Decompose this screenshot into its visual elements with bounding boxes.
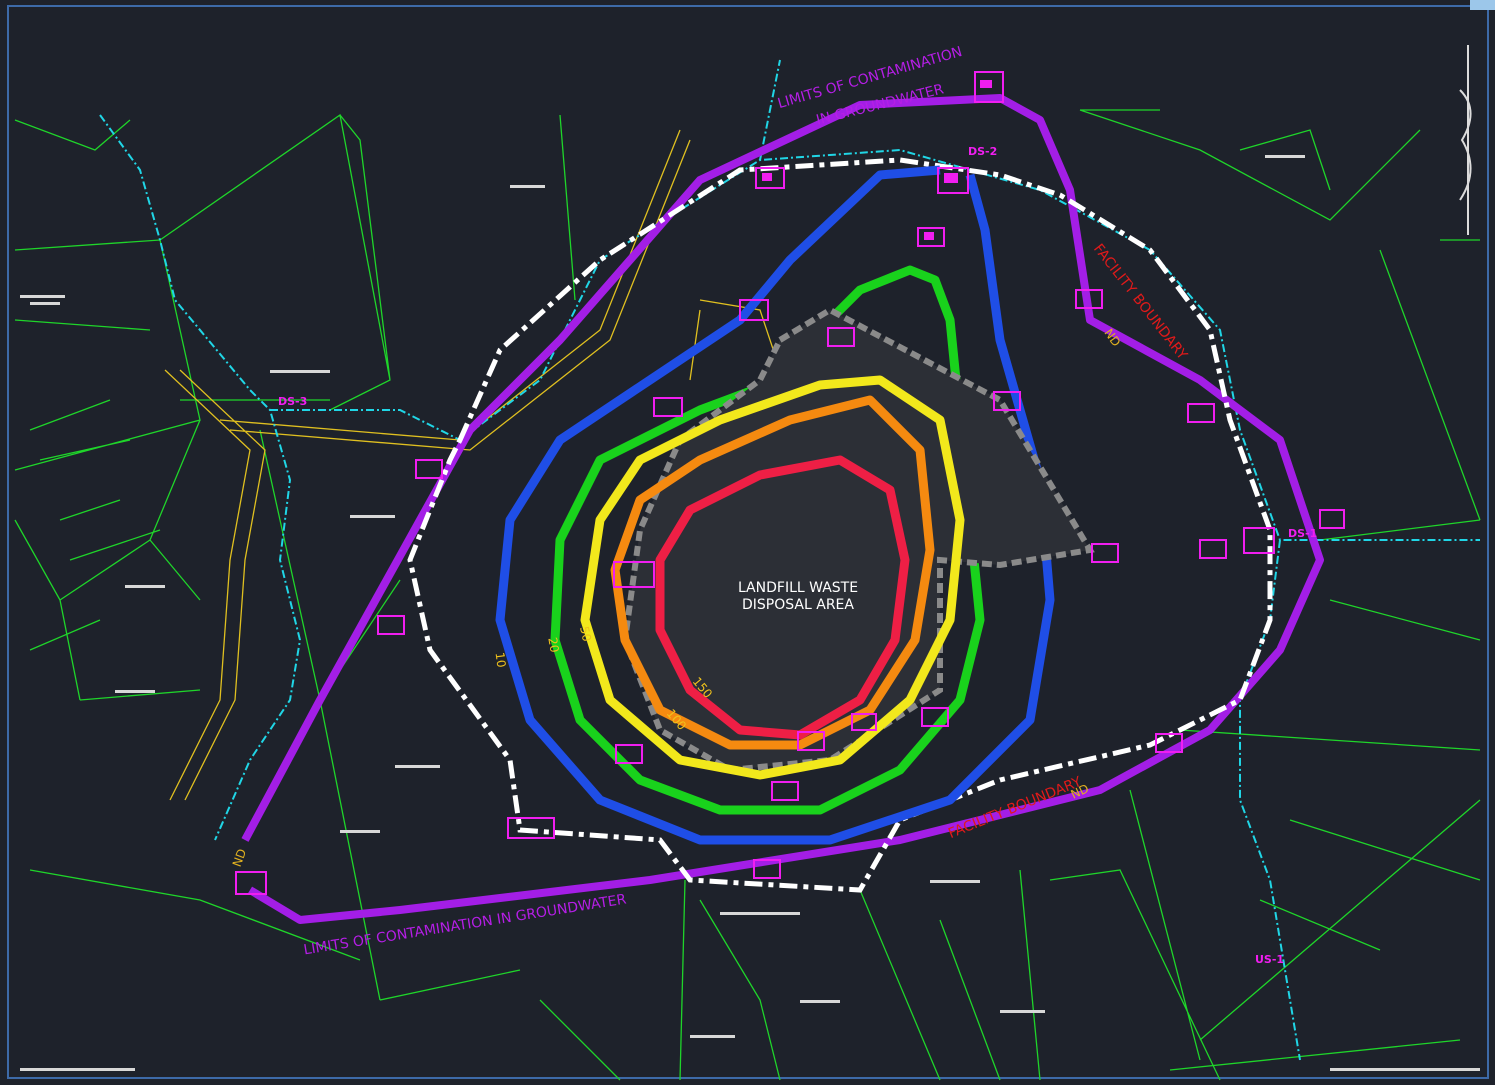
well-labels: DS-2 DS-1 DS-3 US-1 — [278, 145, 1317, 966]
contour-label: 50 — [577, 625, 594, 643]
frame — [7, 5, 1489, 1079]
wells — [235, 71, 1345, 895]
nd-label: ND — [230, 847, 249, 869]
landfill-area — [621, 306, 1095, 774]
north-arrow — [1459, 45, 1472, 235]
landfill-label: LANDFILL WASTE DISPOSAL AREA — [738, 580, 858, 613]
parcel-lines — [14, 109, 1481, 1081]
contour-label: 10 — [492, 651, 508, 668]
contour — [655, 455, 910, 740]
tiny-labels — [20, 155, 1480, 1071]
well-label: US-1 — [1255, 953, 1284, 966]
well-label: DS-2 — [968, 145, 997, 158]
contour — [580, 375, 965, 780]
nd-label: ND — [1069, 781, 1091, 801]
contour-label: 20 — [545, 636, 561, 653]
well-label: DS-1 — [1288, 527, 1317, 540]
annotation: LANDFILL WASTE — [738, 580, 858, 596]
roads — [164, 129, 781, 801]
contour — [610, 395, 935, 750]
corner-tab — [1470, 0, 1495, 10]
annotation: DISPOSAL AREA — [742, 597, 854, 613]
well-label: DS-3 — [278, 395, 307, 408]
